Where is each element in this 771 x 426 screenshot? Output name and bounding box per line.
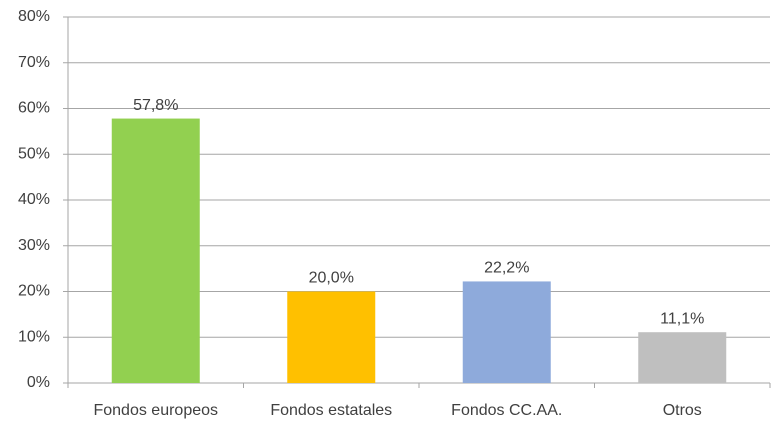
y-tick-label: 70% <box>18 54 50 71</box>
data-label: 22,2% <box>484 260 529 277</box>
data-label: 11,1% <box>660 310 704 327</box>
bar <box>462 281 551 383</box>
y-tick-label: 10% <box>18 328 50 345</box>
y-tick-label: 40% <box>18 191 50 208</box>
x-tick-label: Fondos CC.AA. <box>451 402 562 419</box>
y-tick-label: 80% <box>18 8 50 25</box>
x-tick-label: Otros <box>663 402 702 419</box>
data-label: 20,0% <box>309 270 354 287</box>
bar <box>111 118 200 383</box>
x-tick-label: Fondos estatales <box>270 402 392 419</box>
data-label: 57,8% <box>133 97 178 114</box>
y-tick-label: 50% <box>18 145 50 162</box>
bar <box>638 332 727 383</box>
y-tick-label: 0% <box>27 374 50 391</box>
x-tick-label: Fondos europeos <box>93 402 218 419</box>
y-tick-label: 30% <box>18 237 50 254</box>
bar <box>287 291 376 383</box>
y-tick-label: 20% <box>18 283 50 300</box>
y-tick-label: 60% <box>18 100 50 117</box>
